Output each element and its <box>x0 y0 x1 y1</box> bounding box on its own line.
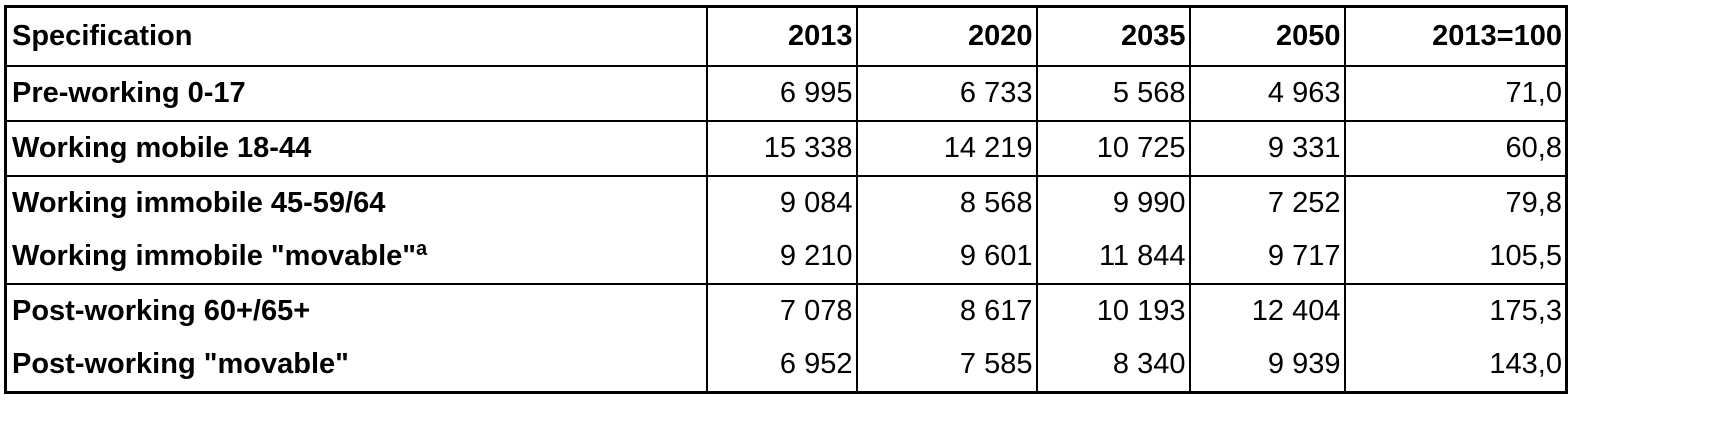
value-cell: 8 340 <box>1035 338 1191 393</box>
value-cell: 10 193 <box>1035 283 1191 338</box>
value-cell: 9 331 <box>1188 120 1346 176</box>
row-label: Post-working "movable" <box>4 338 708 393</box>
value-cell: 9 717 <box>1188 230 1346 284</box>
value-cell: 6 733 <box>855 65 1038 121</box>
row-label: Working immobile "movable"a <box>4 230 708 284</box>
data-table: Specification 2013 2020 2035 2050 2013=100 Pr… <box>4 5 1568 394</box>
value-cell: 7 585 <box>855 338 1038 393</box>
value-cell: 5 568 <box>1035 65 1191 121</box>
table-container: Specification 2013 2020 2035 2050 2013=100 Pr… <box>4 5 1568 394</box>
value-cell: 8 568 <box>855 175 1038 230</box>
header-cell: 2013=100 <box>1343 6 1568 67</box>
label-text: Working immobile "movable" <box>12 240 417 272</box>
header-row: Specification 2013 2020 2035 2050 2013=100 <box>4 6 1568 67</box>
table-row: Post-working "movable" 6 952 7 585 8 340 9 9… <box>4 338 1568 393</box>
value-cell: 9 601 <box>855 230 1038 284</box>
row-label: Working immobile 45-59/64 <box>4 175 708 230</box>
value-cell: 9 210 <box>705 230 858 284</box>
value-cell: 6 995 <box>705 65 858 121</box>
value-cell: 9 939 <box>1188 338 1346 393</box>
value-cell: 6 952 <box>705 338 858 393</box>
header-cell: 2013 <box>705 6 858 67</box>
table-row: Post-working 60+/65+ 7 078 8 617 10 193 12 4… <box>4 283 1568 338</box>
value-cell: 7 078 <box>705 283 858 338</box>
row-label: Working mobile 18-44 <box>4 120 708 176</box>
header-cell: Specification <box>4 6 708 67</box>
row-label: Post-working 60+/65+ <box>4 283 708 338</box>
value-cell: 4 963 <box>1188 65 1346 121</box>
value-cell: 10 725 <box>1035 120 1191 176</box>
value-cell: 7 252 <box>1188 175 1346 230</box>
value-cell: 14 219 <box>855 120 1038 176</box>
value-cell: 15 338 <box>705 120 858 176</box>
value-cell: 12 404 <box>1188 283 1346 338</box>
footnote-mark: a <box>416 238 428 260</box>
value-cell: 175,3 <box>1343 283 1568 338</box>
row-label: Pre-working 0-17 <box>4 65 708 121</box>
header-cell: 2020 <box>855 6 1038 67</box>
value-cell: 9 084 <box>705 175 858 230</box>
table-row: Working mobile 18-44 15 338 14 219 10 725 9 … <box>4 120 1568 176</box>
value-cell: 60,8 <box>1343 120 1568 176</box>
value-cell: 9 990 <box>1035 175 1191 230</box>
table-row: Pre-working 0-17 6 995 6 733 5 568 4 963 71,0 <box>4 65 1568 121</box>
table-row: Working immobile "movable"a 9 210 9 601 11 … <box>4 230 1568 284</box>
value-cell: 11 844 <box>1035 230 1191 284</box>
value-cell: 105,5 <box>1343 230 1568 284</box>
table-row: Working immobile 45-59/64 9 084 8 568 9 990… <box>4 175 1568 230</box>
value-cell: 8 617 <box>855 283 1038 338</box>
value-cell: 143,0 <box>1343 338 1568 393</box>
value-cell: 79,8 <box>1343 175 1568 230</box>
value-cell: 71,0 <box>1343 65 1568 121</box>
header-cell: 2035 <box>1035 6 1191 67</box>
header-cell: 2050 <box>1188 6 1346 67</box>
